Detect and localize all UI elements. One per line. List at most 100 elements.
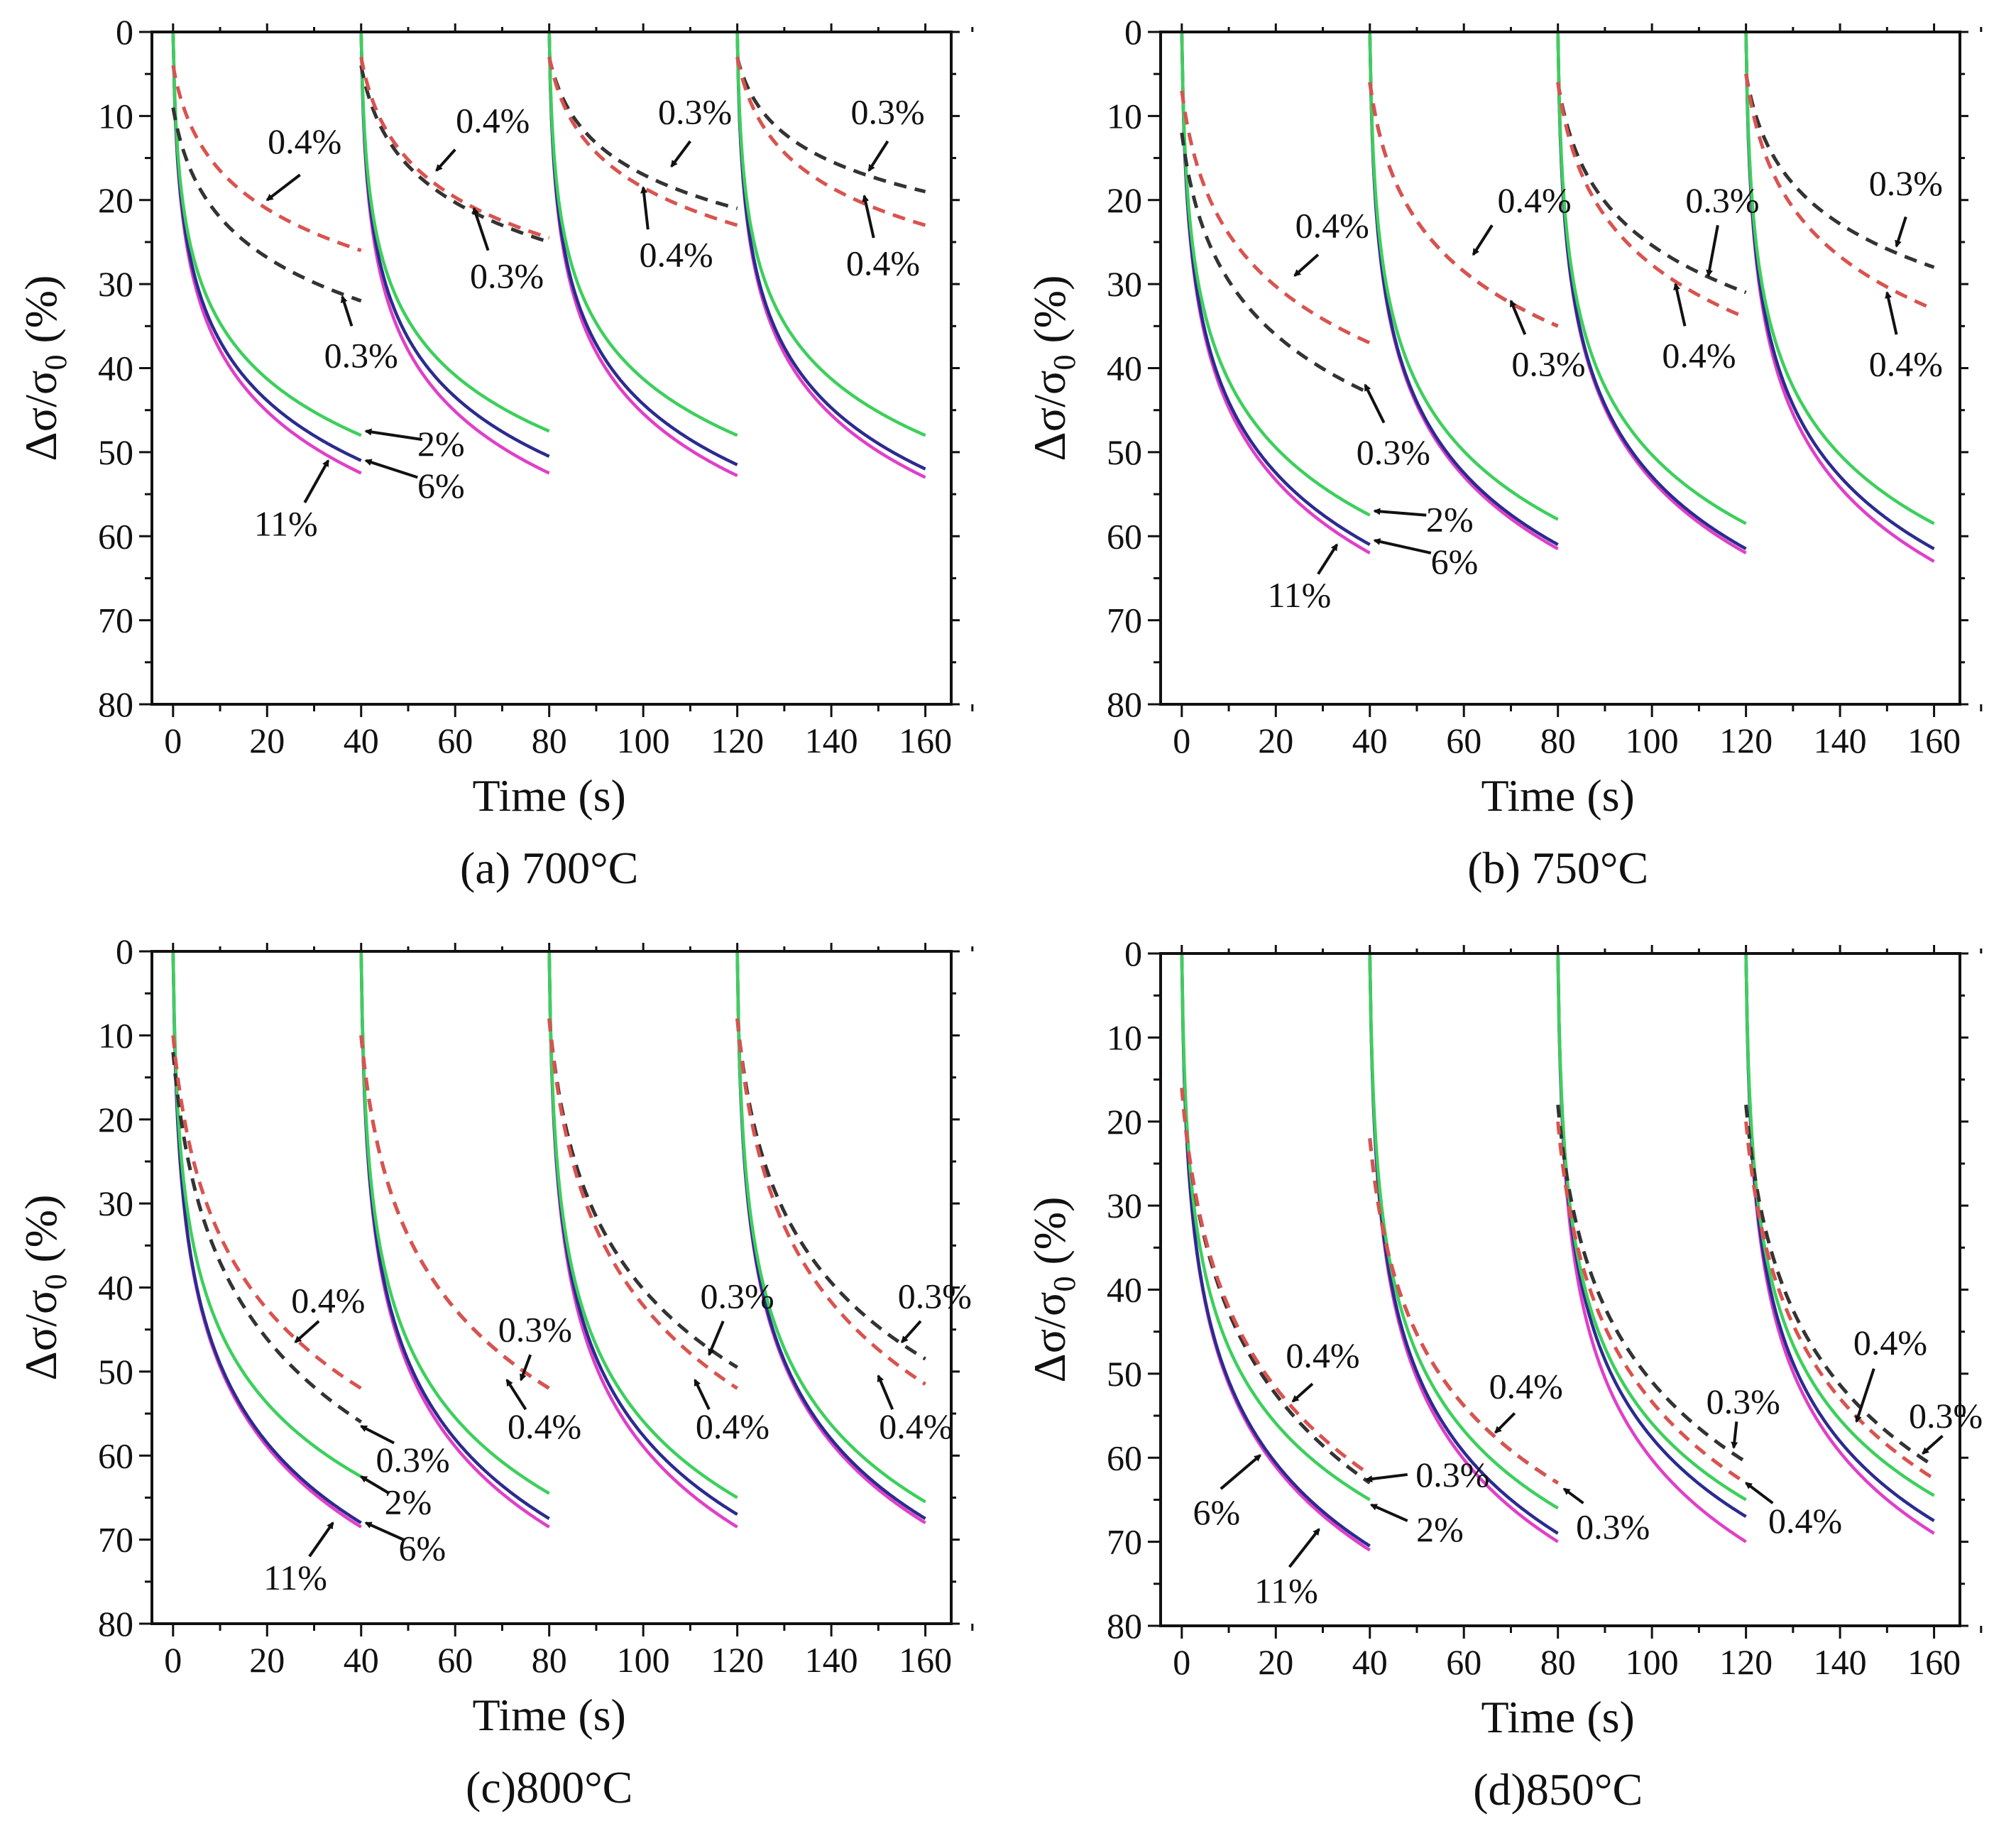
y-tick-label: 20 [98,180,133,220]
y-tick-label: 40 [1107,349,1142,388]
y-tick-label: 0 [1124,934,1142,973]
annotation-arrow-icon [694,1378,711,1411]
annotation-arrow-icon [265,173,301,202]
series-6pct-segment-1 [1180,31,1371,547]
annotation-arrow-icon [1369,1503,1408,1522]
annotation-label: 0.4% [456,100,530,140]
x-tick-label: 20 [1258,1642,1293,1682]
annotation-label: 0.4% [1853,1323,1927,1362]
x-tick-label: 40 [344,1640,379,1680]
annotation-label: 0.4% [1869,344,1943,384]
series-0p3pct-segment-3 [547,56,738,210]
series-0p3pct-segment-2 [359,65,550,244]
annotation-label: 0.3% [1511,344,1585,384]
y-tick-label: 30 [98,264,133,304]
x-tick-label: 120 [1719,1642,1773,1682]
panel-caption: (d)850°C [1473,1764,1643,1815]
annotation-arrow-icon [1364,383,1386,424]
series-0p3pct-segment-3 [1556,82,1747,295]
annotation-label: 11% [254,503,318,543]
y-axis-title-subscript: 0 [1047,1277,1082,1292]
series-0p4pct-segment-4 [1744,1121,1935,1480]
x-tick-label: 20 [249,1640,285,1680]
annotation-arrow-icon [359,1425,395,1445]
y-tick-label: 70 [98,1520,133,1560]
series-6pct-segment-1 [171,951,362,1524]
annotation-arrow-icon [1220,1454,1261,1490]
y-tick-label: 40 [98,349,133,388]
x-tick-label: 140 [805,721,858,760]
series-2pct-segment-1 [171,951,362,1478]
series-11pct-segment-2 [359,31,550,475]
series-11pct-segment-4 [1744,31,1935,563]
series-11pct-segment-1 [171,31,362,475]
series-11pct-segment-1 [1180,31,1371,554]
annotation-label: 0.4% [1662,336,1736,376]
series-0p4pct-segment-4 [1744,73,1935,311]
annotation-arrow-icon [862,194,875,239]
annotation-label: 0.4% [1489,1367,1563,1406]
annotation-label: 0.4% [1768,1501,1842,1541]
annotation-arrow-icon [505,1379,527,1411]
annotation-label: 0.3% [1707,1382,1780,1421]
series-2pct-segment-1 [171,31,362,437]
y-axis-title: Δσ/σ0 (%) [16,1195,73,1381]
annotation-arrow-icon [1288,1528,1320,1568]
series-6pct-segment-2 [359,31,550,458]
y-tick-label: 70 [1107,1522,1142,1562]
x-tick-label: 100 [617,721,670,760]
series-11pct-segment-4 [1744,953,1935,1535]
series-2pct-segment-1 [1180,31,1371,517]
annotation-arrow-icon [1317,543,1339,575]
series-2pct-segment-2 [1368,31,1559,521]
annotation-label: 0.3% [498,1310,572,1350]
series-0p3pct-segment-1 [1180,1088,1371,1485]
x-tick-label: 80 [532,721,567,760]
annotation-arrow-icon [360,1475,390,1495]
series-0p4pct-segment-1 [171,65,362,253]
x-tick-label: 60 [1446,721,1481,760]
annotation-arrow-icon [294,1320,320,1343]
annotation-arrow-icon [472,207,490,251]
x-tick-label: 160 [899,721,952,760]
y-tick-label: 80 [1107,684,1142,724]
series-6pct-segment-3 [547,951,738,1516]
x-tick-label: 80 [1540,1642,1576,1682]
annotation-label: 6% [1431,542,1479,581]
x-tick-label: 0 [1173,721,1190,760]
y-tick-label: 20 [1107,1102,1142,1142]
series-0p4pct-segment-1 [1180,90,1371,345]
annotation-arrow-icon [1922,1434,1944,1455]
series-2pct-segment-3 [1556,953,1747,1502]
y-tick-label: 60 [1107,516,1142,556]
series-2pct-segment-3 [547,31,738,437]
y-tick-label: 30 [1107,1186,1142,1225]
annotation-arrow-icon [708,1321,725,1357]
annotation-label: 2% [385,1482,432,1521]
annotation-arrow-icon [1509,299,1527,335]
annotation-label: 0.3% [658,92,732,131]
series-0p4pct-segment-2 [1368,82,1559,328]
x-tick-label: 140 [1814,1642,1867,1682]
series-11pct-segment-3 [547,31,738,478]
series-2pct-segment-2 [359,31,550,433]
annotation-label: 0.4% [291,1280,365,1320]
y-tick-label: 0 [1124,12,1142,52]
series-2pct-segment-4 [735,951,926,1504]
panel-b: 0 20 40 60 80 100 120 140 160 0 10 20 30 40 50 60 70 80 Ti… [1024,12,1983,893]
series-2pct-segment-2 [359,951,550,1495]
y-axis-title-main: Δσ/σ [1024,371,1075,461]
y-tick-label: 30 [98,1184,133,1223]
annotation-label: 2% [1416,1509,1464,1549]
y-axis-title-unit: (%) [16,1195,66,1274]
annotation-label: 11% [1254,1570,1318,1610]
annotation-arrow-icon [303,459,330,503]
y-axis-title: Δσ/σ0 (%) [16,275,73,461]
series-0p3pct-segment-4 [735,56,926,194]
annotation-arrow-icon [364,459,418,479]
annotation-label: 0.3% [1909,1396,1983,1436]
annotation-label: 0.3% [898,1276,972,1316]
y-tick-label: 20 [1107,180,1142,220]
y-axis-title-main: Δσ/σ [16,1290,66,1381]
x-tick-label: 60 [437,1640,473,1680]
